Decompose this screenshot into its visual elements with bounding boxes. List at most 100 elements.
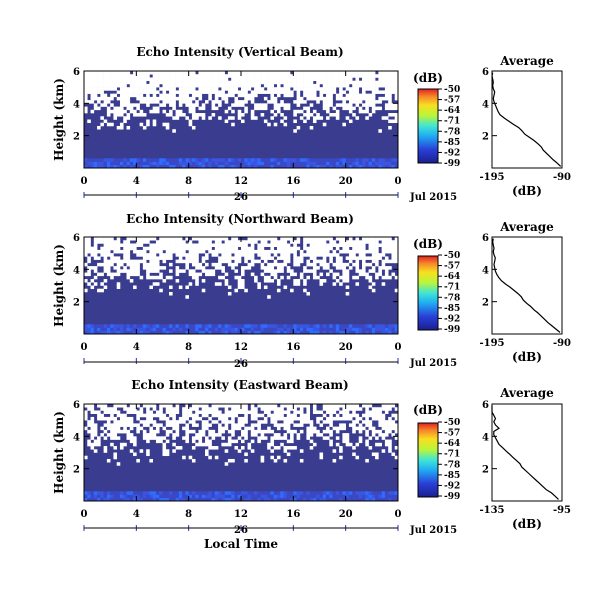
- heatmap-cell: [247, 324, 252, 328]
- heatmap-cell-empty: [250, 109, 255, 114]
- heatmap-cell-empty: [267, 446, 271, 450]
- heatmap-cell-empty: [352, 100, 356, 104]
- heatmap-cell: [231, 161, 235, 166]
- heatmap-cell-empty: [365, 237, 369, 241]
- heatmap-cell: [352, 330, 356, 335]
- heatmap-cell-empty: [326, 416, 330, 421]
- heatmap-cell: [90, 497, 95, 502]
- heatmap-cell-empty: [384, 90, 389, 94]
- heatmap-cell-empty: [355, 237, 360, 241]
- chart-title: Echo Intensity (Eastward Beam): [131, 378, 348, 392]
- heatmap-cell-empty: [172, 426, 176, 431]
- heatmap-cell-empty: [273, 71, 278, 75]
- heatmap-cell-empty: [345, 442, 350, 447]
- heatmap-cell-empty: [244, 259, 248, 264]
- heatmap-cell-empty: [152, 420, 157, 424]
- heatmap-cell-empty: [280, 240, 284, 244]
- heatmap-cell: [205, 491, 209, 495]
- heatmap-cell-empty: [110, 74, 114, 78]
- heatmap-cell: [312, 497, 317, 502]
- heatmap-cell-empty: [97, 106, 101, 111]
- heatmap-cell-empty: [388, 83, 392, 88]
- heatmap-cell: [169, 158, 173, 162]
- heatmap-cell-empty: [362, 253, 366, 257]
- heatmap-cell: [97, 327, 101, 332]
- heatmap-cell-empty: [247, 266, 252, 270]
- heatmap-cell-empty: [185, 237, 189, 241]
- heatmap-cell-empty: [368, 404, 373, 408]
- heatmap-cell-empty: [221, 442, 225, 447]
- heatmap-cell: [178, 497, 183, 502]
- heatmap-cell-empty: [375, 413, 379, 418]
- heatmap-cell-empty: [332, 243, 337, 247]
- heatmap-cell: [198, 330, 203, 335]
- heatmap-cell-empty: [126, 246, 131, 251]
- heatmap-cell-empty: [339, 416, 343, 421]
- heatmap-cell-empty: [175, 404, 180, 408]
- heatmap-cell: [191, 324, 196, 328]
- heatmap-cell-empty: [169, 77, 173, 81]
- heatmap-cell-empty: [116, 285, 121, 290]
- heatmap-cell-empty: [162, 256, 167, 260]
- heatmap-cell-empty: [103, 407, 108, 411]
- heatmap-cell-empty: [231, 243, 235, 247]
- heatmap-cell-empty: [312, 90, 317, 94]
- heatmap-cell-empty: [362, 249, 366, 254]
- heatmap-cell-empty: [303, 87, 307, 91]
- heatmap-cell-empty: [126, 96, 131, 101]
- heatmap-cell: [296, 491, 301, 495]
- heatmap-cell-empty: [97, 436, 101, 440]
- heatmap-cell-empty: [169, 87, 173, 91]
- heatmap-cell-empty: [283, 420, 288, 424]
- heatmap-cell: [267, 324, 271, 328]
- heatmap-cell-empty: [257, 404, 261, 408]
- heatmap-cell-empty: [149, 100, 153, 104]
- heatmap-cell: [201, 491, 206, 495]
- heatmap-cell: [345, 164, 350, 169]
- heatmap-cell-empty: [234, 404, 239, 408]
- heatmap-cell-empty: [257, 423, 261, 427]
- heatmap-cell-empty: [365, 80, 369, 85]
- heatmap-cell-empty: [178, 74, 183, 78]
- heatmap-cell-empty: [146, 253, 150, 257]
- heatmap-cell: [257, 324, 261, 328]
- heatmap-cell: [286, 164, 291, 169]
- heatmap-cell-empty: [208, 249, 212, 254]
- heatmap-cell-empty: [290, 439, 294, 444]
- heatmap-cell-empty: [208, 80, 212, 85]
- heatmap-cell-empty: [312, 410, 317, 414]
- heatmap-cell: [162, 494, 167, 499]
- heatmap-cell-empty: [100, 74, 104, 78]
- heatmap-cell-empty: [267, 80, 271, 85]
- heatmap-cell-empty: [381, 413, 386, 418]
- heatmap-cell: [378, 330, 382, 335]
- heatmap-cell-empty: [263, 249, 268, 254]
- heatmap-cell-empty: [247, 93, 252, 98]
- heatmap-cell-empty: [384, 93, 389, 98]
- heatmap-cell: [169, 497, 173, 502]
- heatmap-cell-empty: [152, 423, 157, 427]
- average-profile-line: [492, 238, 561, 333]
- heatmap-cell-empty: [191, 113, 196, 117]
- heatmap-cell-empty: [254, 90, 258, 94]
- heatmap-cell-empty: [119, 249, 124, 254]
- heatmap-cell-empty: [368, 243, 373, 247]
- heatmap-cell: [93, 497, 98, 502]
- heatmap-cell-empty: [100, 413, 104, 418]
- heatmap-cell-empty: [123, 74, 127, 78]
- heatmap-cell-empty: [146, 122, 150, 127]
- heatmap-cell-empty: [103, 74, 108, 78]
- heatmap-cell-empty: [152, 90, 157, 94]
- heatmap-cell: [218, 330, 222, 335]
- heatmap-cell-empty: [126, 237, 131, 241]
- heatmap-cell-empty: [136, 113, 140, 117]
- heatmap-cell-empty: [371, 410, 376, 414]
- heatmap-cell-empty: [178, 285, 183, 290]
- heatmap-cell-empty: [188, 253, 193, 257]
- heatmap-cell: [159, 497, 163, 502]
- heatmap-cell-empty: [391, 249, 396, 254]
- heatmap-cell-empty: [110, 410, 114, 414]
- heatmap-cell-empty: [273, 96, 278, 101]
- heatmap-cell: [110, 491, 114, 495]
- heatmap-cell-empty: [231, 439, 235, 444]
